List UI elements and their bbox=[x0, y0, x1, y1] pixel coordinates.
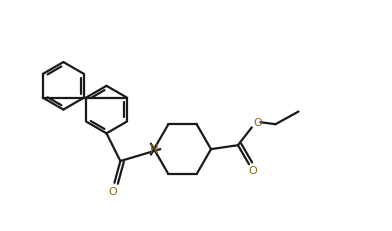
Text: O: O bbox=[253, 119, 262, 128]
Text: N: N bbox=[150, 143, 158, 156]
Text: O: O bbox=[108, 186, 117, 197]
Text: O: O bbox=[249, 166, 258, 176]
